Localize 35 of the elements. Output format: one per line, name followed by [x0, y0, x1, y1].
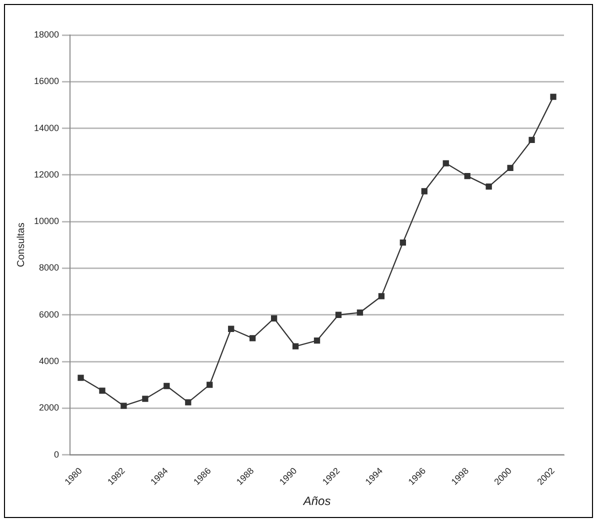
point — [400, 239, 406, 246]
y-tick-label: 6000 — [38, 309, 60, 320]
point — [507, 164, 514, 172]
y-tick-label: 18000 — [34, 29, 60, 40]
y-tick-label: 8000 — [38, 262, 60, 273]
y-tick-label: 4000 — [38, 356, 60, 366]
point — [486, 184, 492, 190]
point — [206, 382, 213, 388]
point — [314, 337, 320, 344]
point — [442, 160, 449, 166]
point — [120, 402, 127, 409]
point — [378, 293, 385, 300]
point — [228, 326, 234, 332]
point — [270, 315, 278, 322]
point — [99, 388, 106, 394]
y-tick-label: 16000 — [34, 76, 60, 86]
y-tick-label: 2000 — [38, 402, 60, 413]
y-axis-title: Consultas — [16, 222, 27, 268]
point — [78, 374, 84, 381]
y-tick-label: 12000 — [34, 169, 60, 180]
point — [356, 309, 364, 316]
point — [464, 173, 470, 180]
point — [185, 399, 192, 406]
point — [250, 335, 256, 342]
y-tick-label: 10000 — [34, 216, 60, 226]
x-axis-title: Años — [302, 494, 331, 508]
y-tick-label: 14000 — [34, 122, 60, 133]
point — [164, 382, 170, 390]
point — [421, 188, 428, 194]
y-tick-label: 0 — [54, 449, 60, 460]
point — [335, 312, 342, 318]
point — [528, 136, 535, 144]
point — [550, 94, 556, 100]
point — [292, 343, 299, 350]
point — [142, 396, 148, 402]
